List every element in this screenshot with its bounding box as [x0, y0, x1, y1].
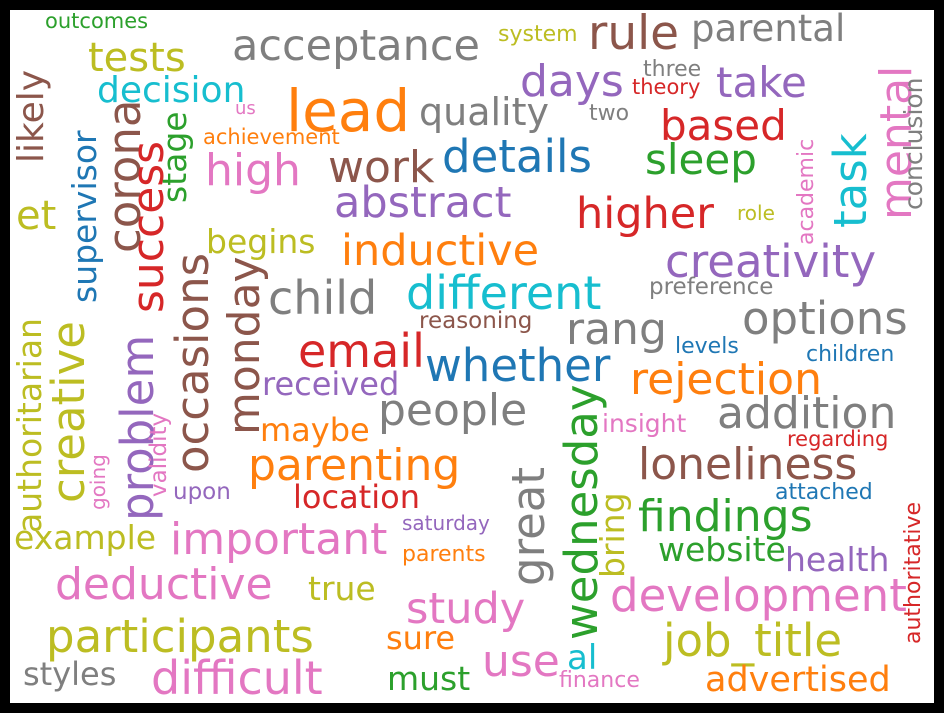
word: whether [425, 339, 611, 392]
word: health [785, 540, 890, 579]
word: addition [717, 388, 897, 439]
word: children [806, 342, 895, 367]
word: website [658, 530, 786, 569]
word: job_title [663, 614, 843, 667]
word: et [16, 193, 57, 239]
word: role [737, 201, 775, 225]
word: different [406, 266, 602, 320]
word: participants [46, 610, 314, 663]
word: abstract [334, 178, 512, 228]
word: system [498, 22, 578, 47]
word: occasions [166, 252, 219, 473]
word: sleep [645, 135, 757, 184]
word: child [268, 271, 378, 325]
word: details [442, 130, 592, 183]
word-cloud: outcomes tests acceptance system rule pa… [10, 10, 934, 703]
word: finance [559, 668, 640, 693]
word: bring [593, 492, 632, 578]
word: going [86, 454, 110, 510]
word: must [387, 659, 471, 698]
word: conclusion [899, 77, 928, 210]
word: location [293, 478, 420, 516]
word: achievement [203, 125, 340, 149]
word: use [482, 636, 560, 687]
word: authoritative [901, 501, 926, 644]
word: study [406, 584, 526, 634]
word: email [298, 324, 425, 378]
word: outcomes [45, 10, 149, 33]
word: acceptance [232, 21, 480, 71]
word: attached [775, 480, 873, 505]
word: difficult [151, 651, 323, 703]
word: creative [42, 321, 95, 503]
word: parental [691, 10, 846, 50]
word: saturday [402, 511, 490, 535]
word: academic [794, 138, 819, 245]
word: task [824, 133, 877, 228]
word: rule [588, 10, 680, 61]
word: rejection [630, 354, 822, 405]
word: loneliness [638, 439, 858, 490]
word: upon [173, 479, 231, 505]
word: styles [23, 655, 117, 693]
word: two [589, 101, 630, 126]
word: levels [675, 334, 739, 359]
word: parenting [248, 440, 461, 491]
word: sure [386, 619, 456, 657]
word: inductive [341, 226, 540, 276]
word: likely [11, 69, 52, 163]
word: higher [576, 189, 714, 239]
word: high [205, 145, 301, 196]
word: based [660, 101, 787, 150]
word: us [235, 98, 256, 119]
word: quality [419, 90, 549, 134]
word: parents [402, 542, 486, 567]
word: three [643, 57, 702, 82]
word: regarding [787, 427, 889, 451]
word: development [610, 569, 907, 622]
word: deductive [55, 559, 273, 610]
word: theory [632, 75, 701, 99]
word: lead [286, 77, 411, 145]
word: reasoning [419, 308, 533, 334]
word: received [262, 365, 400, 403]
word: al [567, 638, 598, 678]
word: example [14, 518, 157, 557]
word: decision [97, 70, 246, 111]
word: creativity [665, 235, 877, 288]
word: options [742, 292, 908, 345]
word: findings [638, 491, 813, 542]
word: advertised [705, 660, 891, 700]
word: true [308, 569, 376, 608]
word: begins [206, 222, 316, 261]
word: insight [602, 409, 687, 438]
word: monday [219, 256, 270, 435]
word: stage [155, 111, 194, 203]
word: take [716, 58, 807, 107]
word: important [170, 514, 388, 565]
word: rang [566, 304, 667, 355]
word: great [502, 467, 555, 586]
word: supervisor [65, 130, 104, 303]
word: preference [649, 274, 774, 300]
word: tests [88, 35, 186, 81]
word: work [328, 142, 435, 193]
word: people [378, 385, 528, 436]
word: days [520, 56, 624, 107]
word: maybe [260, 411, 370, 449]
